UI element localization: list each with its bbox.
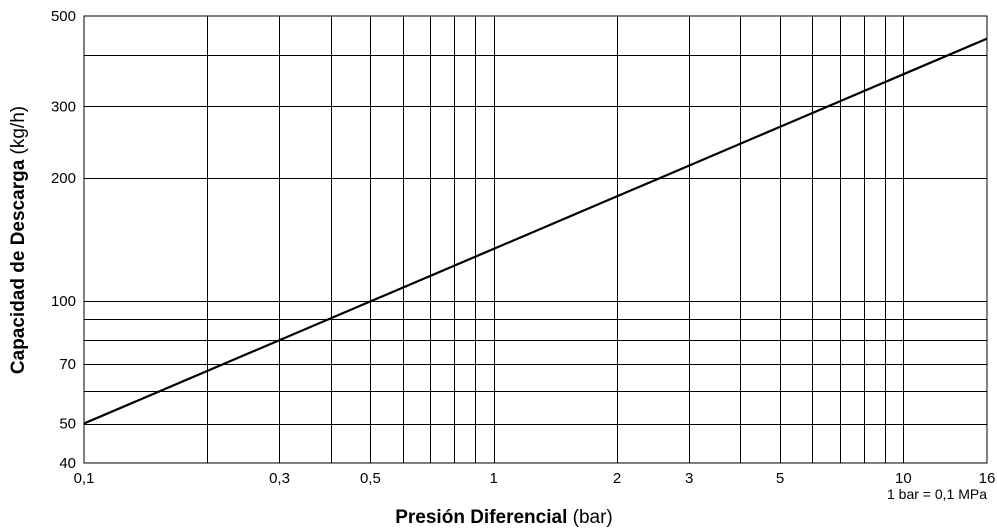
x-tick-label: 5 (776, 470, 784, 487)
x-tick-label: 0,3 (269, 470, 290, 487)
series-layer (83, 37, 988, 425)
y-tick-label: 300 (51, 98, 76, 115)
x-tick-label: 16 (979, 470, 996, 487)
y-tick-label: 200 (51, 170, 76, 187)
x-axis-title-unit: (bar) (573, 507, 613, 528)
y-tick-label: 40 (59, 455, 76, 472)
y-axis-title-main: Capacidad de Descarga (8, 159, 29, 374)
y-tick-labels: 40 50 70 100 200 300 500 (51, 8, 76, 472)
x-tick-label: 10 (895, 470, 912, 487)
series-line (83, 37, 988, 425)
x-tick-label: 3 (685, 470, 693, 487)
y-axis-title: Capacidad de Descarga (kg/h) (8, 106, 29, 374)
y-tick-label: 50 (59, 416, 76, 433)
y-tick-label: 100 (51, 293, 76, 310)
x-axis-title-main: Presión Diferencial (395, 507, 567, 528)
grid-lines (84, 16, 987, 463)
unit-note: 1 bar = 0,1 MPa (887, 486, 987, 502)
x-tick-label: 2 (613, 470, 621, 487)
x-tick-labels: 0,1 0,3 0,5 1 2 3 5 10 16 (74, 470, 996, 487)
y-axis-title-unit: (kg/h) (8, 106, 29, 155)
plot-frame (83, 15, 988, 464)
y-tick-label: 70 (59, 356, 76, 373)
x-tick-label: 0,1 (74, 470, 95, 487)
y-tick-label: 500 (51, 8, 76, 25)
x-axis-title: Presión Diferencial (bar) (395, 507, 613, 528)
x-tick-label: 0,5 (360, 470, 381, 487)
x-tick-label: 1 (490, 470, 498, 487)
